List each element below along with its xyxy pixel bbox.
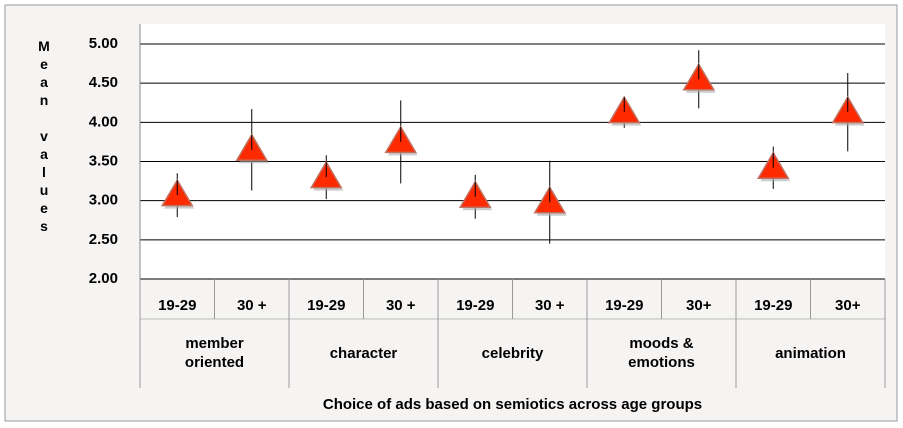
x-tick-label: 19-29 bbox=[605, 297, 643, 314]
y-tick-label: 4.00 bbox=[89, 113, 118, 130]
group-label: member oriented bbox=[184, 335, 245, 371]
x-axis-label: Choice of ads based on semiotics across … bbox=[322, 396, 703, 413]
x-tick-label: 30+ bbox=[686, 297, 712, 314]
x-tick-label: 19-29 bbox=[158, 297, 196, 314]
x-tick-label: 30 + bbox=[386, 297, 416, 314]
y-tick-label: 4.50 bbox=[89, 74, 118, 91]
group-label: character bbox=[329, 344, 398, 362]
x-tick-label: 19-29 bbox=[754, 297, 792, 314]
y-tick-label: 3.50 bbox=[89, 152, 118, 169]
x-tick-label: 30 + bbox=[237, 297, 267, 314]
group-label: celebrity bbox=[481, 344, 544, 362]
y-tick-label: 3.00 bbox=[89, 192, 118, 209]
x-tick-label: 30 + bbox=[535, 297, 565, 314]
x-tick-label: 30+ bbox=[835, 297, 861, 314]
x-tick-label: 19-29 bbox=[307, 297, 345, 314]
y-axis-label: Mean values bbox=[36, 38, 52, 236]
x-tick-label: 19-29 bbox=[456, 297, 494, 314]
plot-area bbox=[140, 24, 885, 279]
y-tick-label: 2.50 bbox=[89, 231, 118, 248]
group-label: moods & emotions bbox=[628, 335, 695, 371]
group-label: animation bbox=[775, 344, 846, 362]
y-tick-label: 5.00 bbox=[89, 35, 118, 52]
y-tick-label: 2.00 bbox=[89, 270, 118, 287]
